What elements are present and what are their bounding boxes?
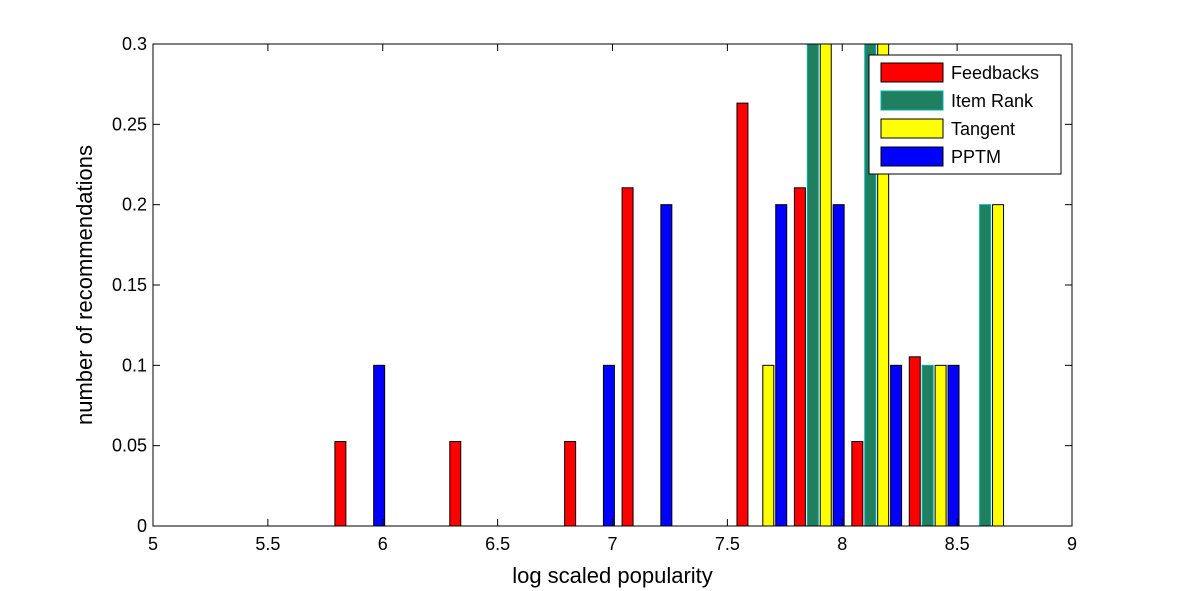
x-tick-label: 6 [378,534,388,554]
x-tick-label: 7.5 [715,534,740,554]
legend-label: Item Rank [951,91,1034,111]
x-tick-label: 8.5 [945,534,970,554]
legend: Feedbacks Item Rank Tangent PPTM [868,54,1062,175]
y-tick-label: 0.05 [112,436,147,456]
legend-label: Feedbacks [951,63,1039,83]
bar-pptm [373,364,386,526]
x-tick-label: 5 [148,534,158,554]
bars-layer [334,44,1005,526]
bar-tangent [762,364,775,526]
y-tick-label: 0.2 [122,195,147,215]
legend-swatch [880,62,944,83]
bar-feedbacks [908,356,921,526]
y-tick-label: 0.1 [122,355,147,375]
bar-pptm [890,364,903,526]
legend-swatch [880,146,944,167]
legend-swatch [880,118,944,139]
bar-tangent [877,44,890,526]
bar-feedbacks [334,440,347,526]
x-tick-label: 6.5 [485,534,510,554]
bar-feedbacks [736,102,749,526]
y-tick-label: 0.15 [112,275,147,295]
bar-tangent [992,204,1005,526]
bar-feedbacks [621,187,634,526]
bar-item-rank [806,44,819,526]
bar-item-rank [979,204,992,526]
x-axis-label: log scaled popularity [512,563,713,588]
y-axis-label: number of recommendations [72,145,97,425]
bar-pptm [775,204,788,526]
bar-pptm [602,364,615,526]
bar-item-rank [921,364,934,526]
x-axis: 5 5.5 6 6.5 7 7.5 8 8.5 9 [148,44,1077,554]
bar-pptm [947,364,960,526]
legend-label: PPTM [951,147,1001,167]
x-tick-label: 8 [837,534,847,554]
bar-feedbacks [449,440,462,526]
bar-tangent [934,364,947,526]
bar-item-rank [864,44,877,526]
bar-feedbacks [793,187,806,526]
y-axis: 0 0.05 0.1 0.15 0.2 0.25 0.3 [112,34,1072,536]
x-tick-label: 9 [1067,534,1077,554]
bar-pptm [660,204,673,526]
bar-tangent [819,44,832,526]
y-tick-label: 0.3 [122,34,147,54]
bar-pptm [832,204,845,526]
x-tick-label: 5.5 [255,534,280,554]
legend-label: Tangent [951,119,1015,139]
bar-feedbacks [564,440,577,526]
legend-swatch [880,90,944,111]
y-tick-label: 0 [137,516,147,536]
bar-feedbacks [851,440,864,526]
y-tick-label: 0.25 [112,114,147,134]
x-tick-label: 7 [607,534,617,554]
